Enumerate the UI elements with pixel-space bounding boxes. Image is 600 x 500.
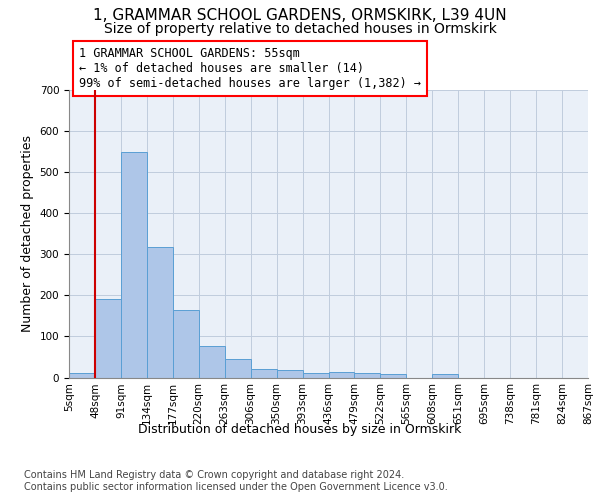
Bar bbox=[69, 374, 95, 378]
Text: Distribution of detached houses by size in Ormskirk: Distribution of detached houses by size … bbox=[139, 422, 461, 436]
Text: Size of property relative to detached houses in Ormskirk: Size of property relative to detached ho… bbox=[104, 22, 496, 36]
Bar bbox=[199, 346, 224, 378]
Bar bbox=[302, 372, 329, 378]
Bar bbox=[277, 370, 302, 378]
Bar bbox=[380, 374, 406, 378]
Bar bbox=[225, 358, 251, 378]
Y-axis label: Number of detached properties: Number of detached properties bbox=[21, 135, 34, 332]
Bar bbox=[121, 152, 147, 378]
Bar bbox=[147, 247, 173, 378]
Text: Contains HM Land Registry data © Crown copyright and database right 2024.
Contai: Contains HM Land Registry data © Crown c… bbox=[24, 470, 448, 492]
Bar bbox=[173, 310, 199, 378]
Bar bbox=[433, 374, 458, 378]
Bar bbox=[251, 370, 277, 378]
Bar bbox=[95, 300, 121, 378]
Text: 1 GRAMMAR SCHOOL GARDENS: 55sqm
← 1% of detached houses are smaller (14)
99% of : 1 GRAMMAR SCHOOL GARDENS: 55sqm ← 1% of … bbox=[79, 47, 421, 90]
Bar bbox=[329, 372, 355, 378]
Text: 1, GRAMMAR SCHOOL GARDENS, ORMSKIRK, L39 4UN: 1, GRAMMAR SCHOOL GARDENS, ORMSKIRK, L39… bbox=[93, 8, 507, 22]
Bar bbox=[355, 372, 380, 378]
